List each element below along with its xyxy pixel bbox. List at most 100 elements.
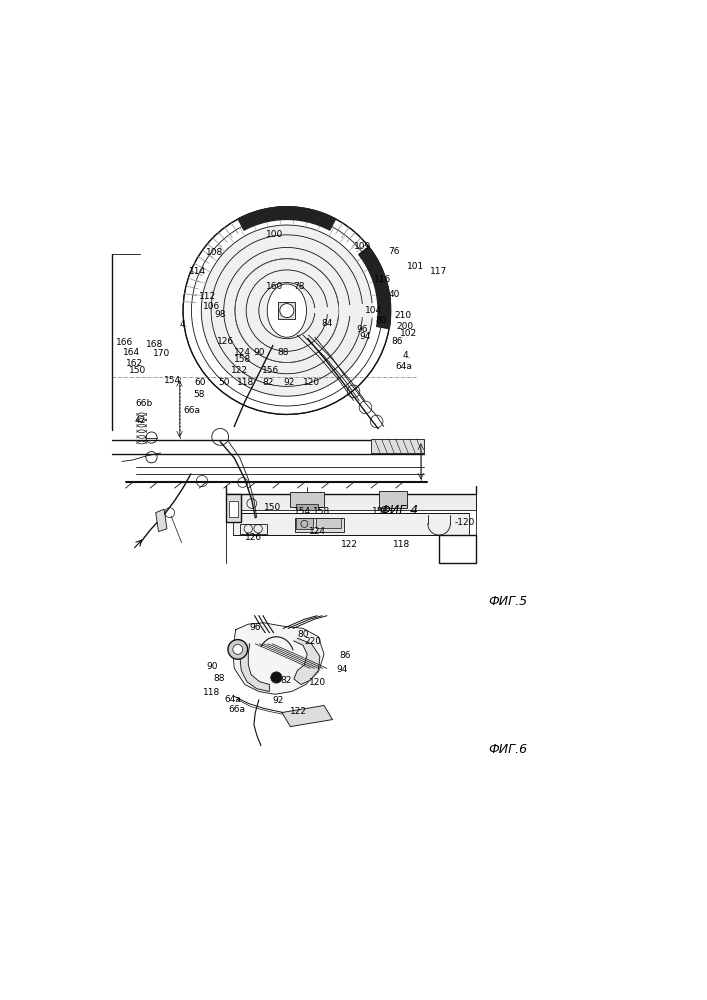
Text: 98: 98 — [214, 310, 226, 319]
Text: 154: 154 — [294, 507, 312, 516]
Text: 150: 150 — [129, 366, 146, 375]
Text: 156: 156 — [372, 507, 389, 516]
Bar — [226, 494, 241, 522]
Text: 100: 100 — [267, 230, 284, 239]
Text: ФИГ.4: ФИГ.4 — [380, 504, 419, 517]
Circle shape — [228, 640, 247, 659]
Text: 96: 96 — [250, 623, 261, 632]
Text: 80: 80 — [297, 630, 309, 639]
Ellipse shape — [267, 284, 307, 337]
Text: 82: 82 — [281, 676, 292, 685]
Text: 124: 124 — [234, 348, 251, 357]
Text: 92: 92 — [284, 378, 295, 387]
Circle shape — [271, 672, 282, 683]
Text: 60: 60 — [195, 378, 206, 387]
Text: 200: 200 — [397, 322, 414, 331]
Text: 82: 82 — [262, 378, 274, 387]
Text: 109: 109 — [354, 242, 371, 251]
Text: 126: 126 — [217, 337, 235, 346]
Text: 112: 112 — [199, 292, 216, 301]
Text: 42: 42 — [134, 416, 146, 425]
Text: -120: -120 — [454, 518, 474, 527]
Polygon shape — [238, 207, 336, 230]
Text: 96: 96 — [356, 325, 368, 334]
Text: 94: 94 — [359, 332, 370, 341]
Text: 210: 210 — [394, 311, 411, 320]
Text: 154: 154 — [164, 376, 181, 385]
Text: 58: 58 — [194, 390, 205, 399]
Text: 160: 160 — [267, 282, 284, 291]
Text: 86: 86 — [391, 337, 403, 346]
Text: 158: 158 — [312, 507, 330, 516]
Text: 124: 124 — [308, 527, 325, 536]
Text: 88: 88 — [213, 674, 225, 683]
Bar — [240, 524, 267, 534]
Bar — [295, 518, 344, 532]
Text: 80: 80 — [376, 316, 387, 325]
Text: 114: 114 — [189, 267, 206, 276]
Text: 164: 164 — [122, 348, 140, 357]
Text: 50: 50 — [218, 378, 230, 387]
Text: 116: 116 — [374, 275, 392, 284]
Text: 88: 88 — [278, 348, 289, 357]
Text: 108: 108 — [206, 248, 223, 257]
Text: 102: 102 — [399, 329, 416, 338]
Text: 66a: 66a — [184, 406, 201, 415]
Text: 162: 162 — [126, 359, 144, 368]
Text: 101: 101 — [407, 262, 424, 271]
Bar — [296, 504, 318, 510]
Polygon shape — [282, 706, 332, 727]
Bar — [315, 518, 341, 528]
Text: 122: 122 — [231, 366, 248, 375]
Text: 120: 120 — [308, 678, 326, 687]
Text: 40: 40 — [388, 290, 400, 299]
Text: 78: 78 — [293, 282, 305, 291]
Text: 170: 170 — [153, 349, 170, 358]
Text: 168: 168 — [146, 340, 163, 349]
Text: 92: 92 — [272, 696, 284, 705]
Text: 166: 166 — [115, 338, 133, 347]
Text: 150: 150 — [264, 503, 281, 512]
Text: 90: 90 — [206, 662, 218, 671]
Text: 122: 122 — [291, 707, 308, 716]
Text: 64a: 64a — [224, 695, 241, 704]
Text: 117: 117 — [431, 267, 448, 276]
Bar — [233, 513, 469, 535]
Text: 156: 156 — [262, 366, 279, 375]
Text: 4.: 4. — [180, 320, 188, 329]
Bar — [291, 492, 324, 507]
Bar — [439, 535, 476, 563]
Polygon shape — [156, 509, 167, 532]
Text: 84: 84 — [321, 319, 332, 328]
Text: 66b: 66b — [136, 399, 153, 408]
Text: ФИГ.6: ФИГ.6 — [489, 743, 527, 756]
Bar — [279, 302, 296, 319]
Circle shape — [280, 304, 294, 318]
Text: 66a: 66a — [228, 705, 245, 714]
Bar — [296, 518, 312, 529]
Text: 106: 106 — [203, 302, 221, 311]
Bar — [371, 439, 423, 453]
Text: 86: 86 — [339, 651, 351, 660]
Polygon shape — [358, 247, 391, 329]
Polygon shape — [201, 225, 372, 396]
Text: 126: 126 — [245, 533, 262, 542]
Text: 104: 104 — [365, 306, 382, 315]
Bar — [226, 494, 476, 510]
Text: 120: 120 — [303, 378, 320, 387]
Text: ФИГ.5: ФИГ.5 — [489, 595, 527, 608]
Text: 122: 122 — [341, 540, 358, 549]
Circle shape — [233, 644, 243, 654]
Polygon shape — [240, 644, 269, 691]
Polygon shape — [294, 638, 320, 684]
Text: 158: 158 — [234, 355, 251, 364]
Text: 118: 118 — [203, 688, 221, 697]
Text: 90: 90 — [254, 348, 265, 357]
Text: 118: 118 — [237, 378, 254, 387]
Text: 220: 220 — [304, 637, 321, 646]
Polygon shape — [233, 623, 324, 694]
Text: 4.: 4. — [402, 351, 411, 360]
Text: 76: 76 — [388, 247, 400, 256]
Bar — [228, 501, 238, 517]
Text: 64a: 64a — [395, 362, 412, 371]
